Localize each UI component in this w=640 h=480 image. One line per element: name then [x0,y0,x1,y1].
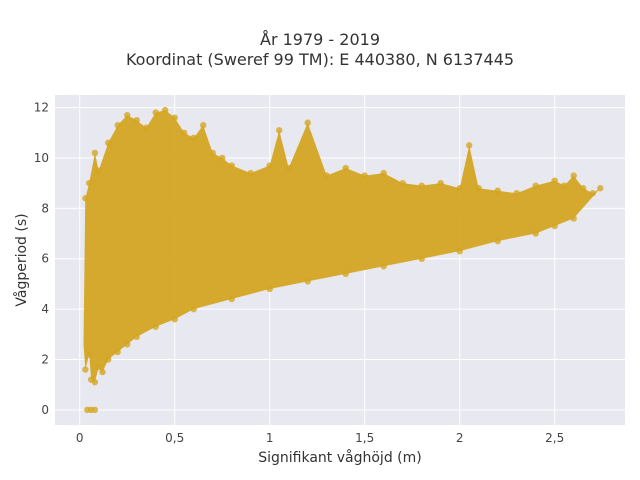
x-tick-label: 0,5 [165,431,184,445]
data-point [143,124,150,131]
data-point [570,215,577,222]
density-cloud [83,110,601,383]
data-point [181,129,188,136]
data-point [171,315,178,323]
data-point [304,119,311,126]
data-point [86,179,93,187]
data-point [597,185,604,192]
y-axis-title: Vågperiod (s) [13,213,30,306]
data-point [276,127,283,134]
data-point [91,406,99,414]
data-point [475,185,482,192]
data-point [190,134,197,142]
data-point [532,182,539,189]
data-point [437,179,444,187]
data-point [162,106,169,114]
data-point [570,172,577,179]
data-point [580,185,587,192]
data-point [399,179,406,187]
data-point [532,230,539,237]
data-point [99,368,106,376]
data-point [456,247,463,255]
chart-title: År 1979 - 2019 [260,30,380,49]
data-point [228,162,235,169]
data-point [342,164,349,172]
x-tick-label: 0 [76,431,84,445]
data-point [494,237,501,245]
y-tick-label: 0 [41,403,49,417]
data-point [228,295,235,303]
data-point [95,167,102,174]
y-tick-label: 4 [41,302,49,316]
data-point [342,270,349,278]
data-point [380,263,387,270]
x-tick-labels: 0 0,5 1 1,5 2 2,5 [76,431,564,445]
y-tick-label: 6 [41,252,49,266]
data-point [418,182,425,189]
data-point [380,169,387,177]
data-point [133,333,140,341]
data-point [133,116,140,124]
data-point [114,348,121,356]
data-point [361,172,368,179]
data-point [86,351,93,358]
data-point [513,190,520,197]
y-tick-labels: 0 2 4 6 8 10 12 [34,101,49,417]
data-point [95,363,102,371]
data-point [105,356,112,363]
data-point [124,111,131,119]
data-point [285,164,292,172]
data-point [91,149,99,157]
y-tick-label: 12 [34,101,49,115]
data-point [152,109,159,116]
data-point [171,114,178,121]
chart-subtitle: Koordinat (Sweref 99 TM): E 440380, N 61… [125,50,515,69]
x-tick-label: 1,5 [355,431,374,445]
data-point [456,185,463,192]
data-point [304,278,311,285]
data-point [561,182,568,189]
x-tick-label: 2 [456,431,464,445]
data-point [494,187,501,194]
data-point [551,222,558,230]
data-points [82,106,604,414]
data-point [209,149,216,157]
chart-title-block: År 1979 - 2019 Koordinat (Sweref 99 TM):… [0,30,640,70]
x-tick-label: 2,5 [545,431,564,445]
data-point [247,169,254,177]
data-point [589,190,596,197]
data-point [105,139,112,147]
y-tick-label: 10 [34,151,49,165]
data-point [418,255,425,262]
data-point [114,122,121,129]
data-point [200,122,207,129]
y-tick-label: 2 [41,353,49,367]
y-tick-label: 8 [41,201,49,215]
data-point [190,305,197,313]
data-point [82,195,89,202]
data-point [551,177,558,184]
scatter-density-fill [83,110,601,383]
data-point [219,154,226,162]
x-axis-title: Signifikant våghöjd (m) [258,449,421,466]
data-point [152,323,159,330]
data-point [323,172,330,179]
data-point [82,366,89,373]
data-point [124,341,131,348]
data-point [266,285,273,293]
data-point [266,162,273,169]
data-point [466,142,473,149]
x-tick-label: 1 [266,431,274,445]
data-point [91,378,99,386]
